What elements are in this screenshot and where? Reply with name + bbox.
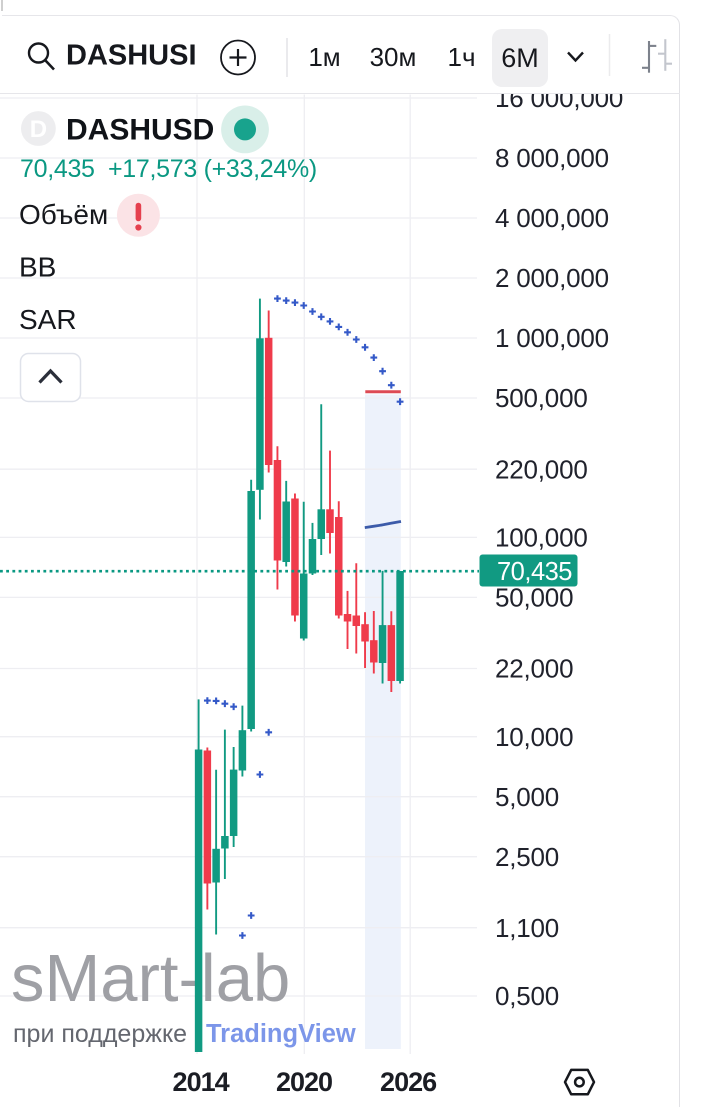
svg-text:D: D bbox=[30, 116, 47, 143]
svg-text:1 000,000: 1 000,000 bbox=[495, 323, 609, 353]
svg-text:TradingView: TradingView bbox=[206, 1020, 356, 1048]
svg-text:1,100: 1,100 bbox=[495, 913, 559, 943]
svg-text:2 000,000: 2 000,000 bbox=[495, 263, 609, 293]
svg-text:6M: 6M bbox=[501, 43, 539, 73]
svg-text:1м: 1м bbox=[308, 42, 340, 72]
svg-text:2020: 2020 bbox=[276, 1067, 332, 1097]
svg-text:при поддержке: при поддержке bbox=[13, 1020, 187, 1048]
svg-text:70,435 +17,573 (+33,24%): 70,435 +17,573 (+33,24%) bbox=[20, 155, 317, 183]
svg-text:1ч: 1ч bbox=[447, 42, 475, 72]
svg-text:50,000: 50,000 bbox=[495, 583, 573, 613]
svg-text:DASHUSI: DASHUSI bbox=[66, 40, 197, 72]
svg-text:500,000: 500,000 bbox=[495, 383, 588, 413]
svg-text:sMart-lab: sMart-lab bbox=[11, 941, 290, 1016]
svg-text:2,500: 2,500 bbox=[495, 842, 559, 872]
svg-text:4 000,000: 4 000,000 bbox=[495, 203, 609, 233]
svg-text:30м: 30м bbox=[370, 42, 417, 72]
svg-text:2026: 2026 bbox=[380, 1067, 437, 1097]
svg-text:0,500: 0,500 bbox=[495, 981, 559, 1011]
svg-text:16 000,000: 16 000,000 bbox=[495, 94, 623, 113]
svg-text:22,000: 22,000 bbox=[495, 654, 573, 684]
svg-text:Объём: Объём bbox=[19, 199, 108, 230]
svg-text:5,000: 5,000 bbox=[495, 782, 559, 812]
svg-text:BB: BB bbox=[19, 252, 56, 283]
svg-text:2014: 2014 bbox=[173, 1067, 230, 1097]
svg-text:10,000: 10,000 bbox=[495, 722, 573, 752]
svg-text:SAR: SAR bbox=[19, 304, 77, 335]
svg-text:DASHUSD: DASHUSD bbox=[66, 114, 214, 147]
svg-text:70,435: 70,435 bbox=[497, 558, 572, 586]
svg-text:100,000: 100,000 bbox=[495, 523, 588, 553]
svg-text:8 000,000: 8 000,000 bbox=[495, 143, 609, 173]
svg-text:220,000: 220,000 bbox=[495, 454, 588, 484]
